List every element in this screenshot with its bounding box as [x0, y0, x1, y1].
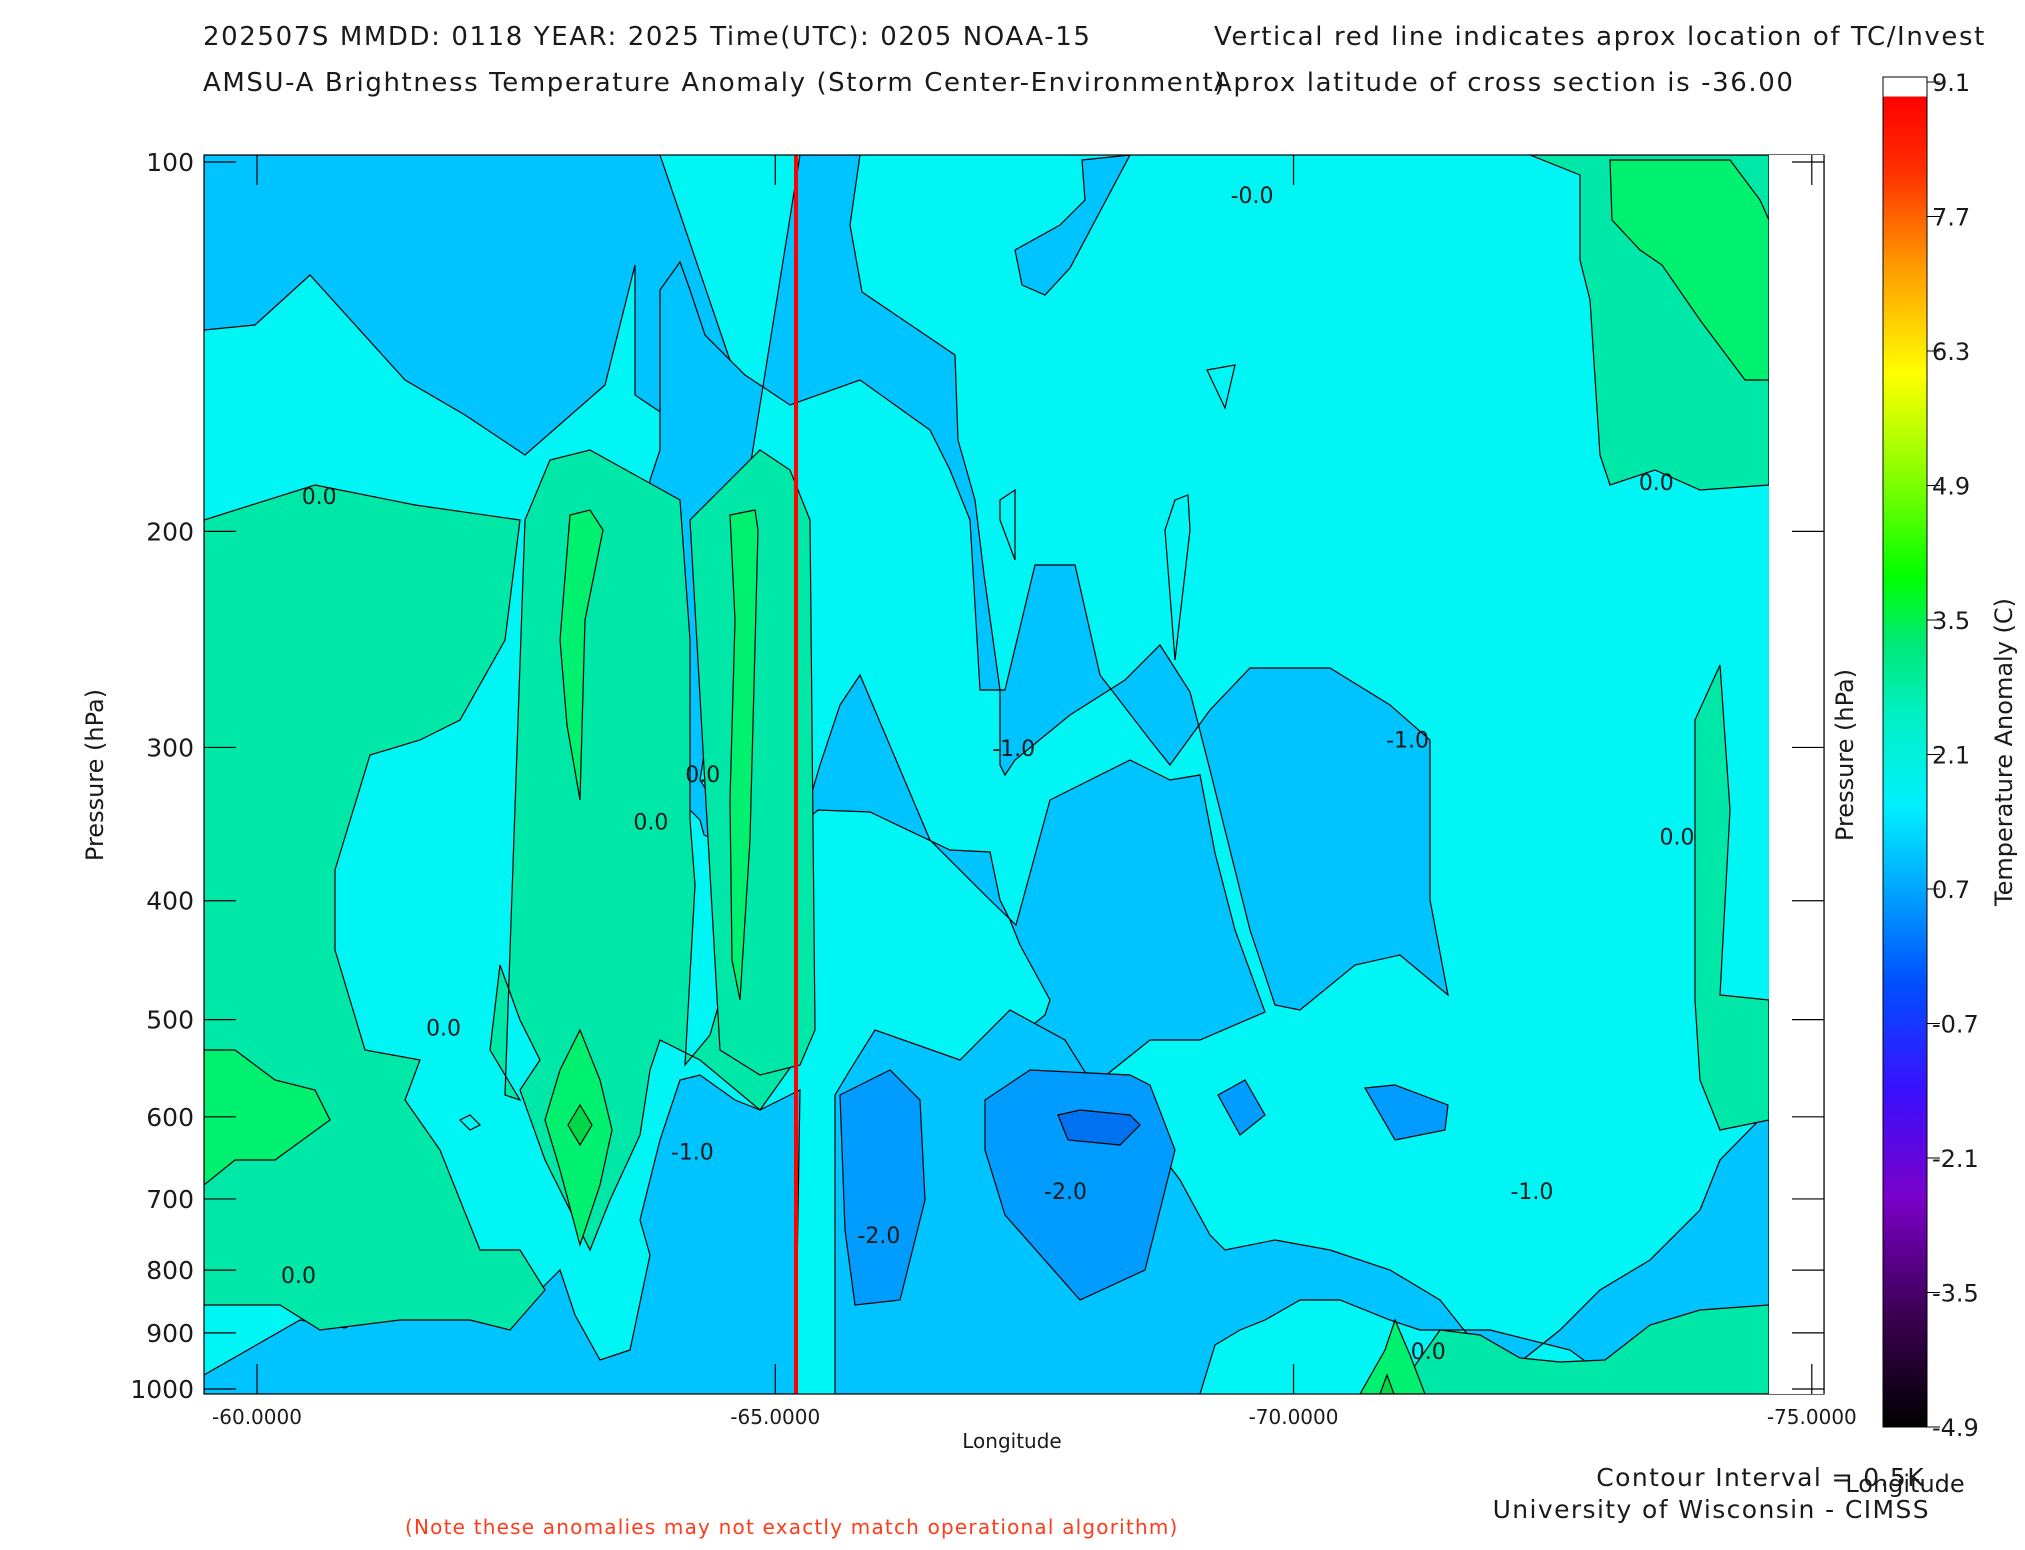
contour-label: -1.0 — [671, 1140, 714, 1165]
colorbar-gradient — [1882, 76, 1928, 1428]
x-tick-label: -65.0000 — [730, 1405, 820, 1429]
contour-label: -0.0 — [1231, 184, 1274, 209]
colorbar-tick-label: -0.7 — [1932, 1011, 1979, 1039]
contour-label: 0.0 — [1639, 471, 1674, 496]
y-axis-right — [1792, 161, 1824, 1390]
contour-level-pos25 — [567, 1103, 1395, 1394]
colorbar: 9.1 7.7 6.3 4.9 3.5 2.1 0.7 -0.7 -2.1 -3.5 -4.9 Te… — [1882, 69, 2018, 1442]
contour-label: 0.0 — [1411, 1340, 1446, 1365]
colorbar-tick-label: 0.7 — [1932, 876, 1970, 904]
contour-label: 0.0 — [426, 1016, 461, 1041]
anomaly-field: 0.0 0.0 0.0 0.0 0.0 -1.0 -2.0 -1.0 -2.0 -0.0 -1.0 0… — [204, 155, 1769, 1394]
contour-label: -1.0 — [1510, 1180, 1553, 1205]
contour-label: 0.0 — [281, 1264, 316, 1289]
y-tick-label: 100 — [146, 148, 194, 177]
colorbar-tick-label: 7.7 — [1932, 204, 1970, 232]
colorbar-tick-label: 9.1 — [1932, 69, 1970, 97]
contour-label: -1.0 — [992, 737, 1035, 762]
colorbar-tick-label: 2.1 — [1932, 742, 1970, 770]
contour-label: 0.0 — [633, 811, 668, 836]
colorbar-tick-label: 4.9 — [1932, 473, 1970, 501]
colorbar-ticks: 9.1 7.7 6.3 4.9 3.5 2.1 0.7 -0.7 -2.1 -3.5 -4.9 — [1927, 69, 1979, 1442]
contour-level-pos2 — [204, 159, 1769, 1394]
contour-level-neg25 — [1057, 1109, 1141, 1146]
contour-label: -1.0 — [1386, 728, 1429, 753]
x-axis-title-right: Longitude — [1845, 1470, 1964, 1498]
contour-label: 0.0 — [685, 763, 720, 788]
y-tick-label: 200 — [146, 517, 194, 546]
y-tick-label: 900 — [146, 1319, 194, 1348]
header-line2-right: Aprox latitude of cross section is -36.0… — [1214, 68, 1795, 98]
y-axis-left: 100 200 300 400 500 600 700 800 900 1000 — [130, 148, 236, 1404]
colorbar-tick-label: -3.5 — [1932, 1280, 1979, 1308]
colorbar-tick-label: 3.5 — [1932, 607, 1970, 635]
plot-right-margin — [1769, 155, 1824, 1394]
y-axis-title-right: Pressure (hPa) — [1831, 669, 1859, 841]
contour-label: 0.0 — [302, 485, 337, 510]
contour-label: -2.0 — [857, 1224, 900, 1249]
contour-islands — [458, 364, 1236, 1131]
y-tick-label: 700 — [146, 1185, 194, 1214]
colorbar-tick-label: -2.1 — [1932, 1145, 1979, 1173]
y-tick-label: 500 — [146, 1006, 194, 1035]
colorbar-tick-label: -4.9 — [1932, 1414, 1979, 1442]
colorbar-tick-label: 6.3 — [1932, 338, 1970, 366]
contour-interval-text: Contour Interval = 0.5K — [1596, 1463, 1925, 1492]
y-axis-title: Pressure (hPa) — [81, 689, 109, 861]
x-axis-title: Longitude — [962, 1429, 1061, 1453]
y-tick-label: 1000 — [130, 1375, 194, 1404]
credit-text: University of Wisconsin - CIMSS — [1492, 1495, 1930, 1524]
header-line1-left: 202507S MMDD: 0118 YEAR: 2025 Time(UTC):… — [203, 22, 1092, 52]
y-tick-label: 800 — [146, 1256, 194, 1285]
x-axis: -60.0000 -65.0000 -70.0000 -75.0000 — [212, 155, 1857, 1429]
colorbar-title: Temperature Anomaly (C) — [1990, 598, 2018, 907]
contour-labels: 0.0 0.0 0.0 0.0 0.0 -1.0 -2.0 -1.0 -2.0 -0.0 -1.0 0… — [281, 184, 1695, 1365]
y-tick-label: 400 — [146, 887, 194, 916]
x-tick-label: -75.0000 — [1767, 1405, 1857, 1429]
x-tick-label: -70.0000 — [1249, 1405, 1339, 1429]
header-line2-left: AMSU-A Brightness Temperature Anomaly (S… — [203, 68, 1226, 98]
contour-label: 0.0 — [1660, 826, 1695, 851]
y-tick-label: 300 — [146, 733, 194, 762]
header-line1-right: Vertical red line indicates aprox locati… — [1214, 22, 1986, 52]
y-tick-label: 600 — [146, 1103, 194, 1132]
disclaimer-note: (Note these anomalies may not exactly ma… — [405, 1515, 1179, 1539]
x-tick-label: -60.0000 — [212, 1405, 302, 1429]
contour-label: -2.0 — [1044, 1180, 1087, 1205]
